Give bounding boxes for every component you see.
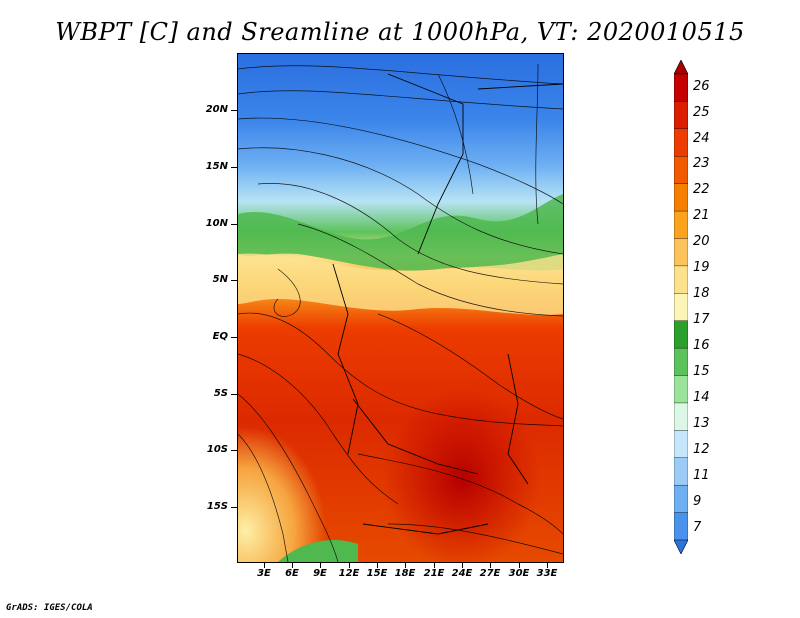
lon-label: 30E [508, 568, 530, 579]
colorbar-segment [674, 484, 688, 514]
colorbar-label: 26 [693, 79, 710, 94]
colorbar-label: 15 [693, 364, 710, 379]
lon-tick [377, 563, 378, 568]
country-borders [332, 73, 563, 535]
colorbar-label: 12 [693, 442, 710, 457]
lon-label: 3E [257, 568, 271, 579]
colorbar-segment [674, 183, 688, 212]
colorbar-segment [674, 457, 688, 486]
lon-tick [405, 563, 406, 568]
lon-label: 18E [394, 568, 416, 579]
colorbar-segment [674, 512, 688, 541]
lon-label: 27E [479, 568, 501, 579]
lon-tick [462, 563, 463, 568]
streamlines [238, 63, 563, 562]
colorbar-segment [674, 210, 688, 240]
lon-label: 9E [313, 568, 327, 579]
colorbar-label: 13 [693, 416, 710, 431]
lon-tick [320, 563, 321, 568]
colorbar-label: 23 [693, 156, 710, 171]
lat-label: 20N [205, 104, 228, 115]
lat-tick [231, 280, 237, 281]
colorbar-label: 25 [693, 105, 710, 120]
colorbar-label: 18 [693, 286, 710, 301]
lat-label: 15S [206, 501, 228, 512]
lon-label: 15E [366, 568, 388, 579]
lat-label: 10N [205, 218, 228, 229]
colorbar-label: 11 [693, 468, 710, 483]
colorbar-segment [674, 128, 688, 157]
lon-tick [490, 563, 491, 568]
green-band [238, 194, 563, 271]
map-title: WBPT [C] and Sreamline at 1000hPa, VT: 2… [55, 18, 745, 46]
colorbar-label: 19 [693, 260, 710, 275]
colorbar-segment [674, 265, 688, 294]
colorbar [674, 60, 688, 554]
colorbar-max-arrow [674, 60, 688, 75]
lon-label: 21E [423, 568, 445, 579]
lat-tick [231, 337, 237, 338]
lat-tick [231, 394, 237, 395]
lat-tick [231, 507, 237, 508]
lon-tick [519, 563, 520, 568]
colorbar-segment [674, 320, 688, 349]
lon-label: 6E [285, 568, 299, 579]
lat-tick [231, 450, 237, 451]
lat-label: 10S [206, 444, 228, 455]
lat-label: 5N [212, 274, 228, 285]
colorbar-label: 9 [693, 494, 702, 509]
lat-tick [231, 224, 237, 225]
colorbar-segment [674, 73, 688, 103]
colorbar-segment [674, 238, 688, 267]
lon-tick [434, 563, 435, 568]
lat-tick [231, 167, 237, 168]
lat-label: 5S [213, 388, 228, 399]
lon-tick [264, 563, 265, 568]
colorbar-label: 22 [693, 182, 710, 197]
map-plot [238, 54, 563, 562]
colorbar-segment [674, 156, 688, 185]
colorbar-label: 17 [693, 312, 710, 327]
lon-tick [547, 563, 548, 568]
colorbar-segment [674, 375, 688, 404]
yellow-band [238, 253, 563, 316]
colorbar-label: 24 [693, 131, 710, 146]
southern-green-patch [278, 540, 358, 562]
colorbar-label: 21 [693, 208, 710, 223]
colorbar-segment [674, 430, 688, 459]
colorbar-segment [674, 347, 688, 377]
grads-credit: GrADS: IGES/COLA [6, 603, 93, 613]
lon-label: 24E [451, 568, 473, 579]
wbpt-streamline-map [237, 53, 564, 563]
colorbar-label: 16 [693, 338, 710, 353]
lat-label: EQ [212, 331, 228, 342]
lon-label: 33E [536, 568, 558, 579]
colorbar-label: 14 [693, 390, 710, 405]
lon-tick [349, 563, 350, 568]
lat-label: 15N [205, 161, 228, 172]
colorbar-min-arrow [674, 539, 688, 554]
lat-tick [231, 110, 237, 111]
lon-tick [292, 563, 293, 568]
hot-core-area [338, 304, 563, 562]
lon-label: 12E [338, 568, 360, 579]
colorbar-label: 7 [693, 520, 702, 535]
colorbar-segment [674, 402, 688, 432]
colorbar-segment [674, 293, 688, 322]
colorbar-segment [674, 101, 688, 130]
colorbar-label: 20 [693, 234, 710, 249]
